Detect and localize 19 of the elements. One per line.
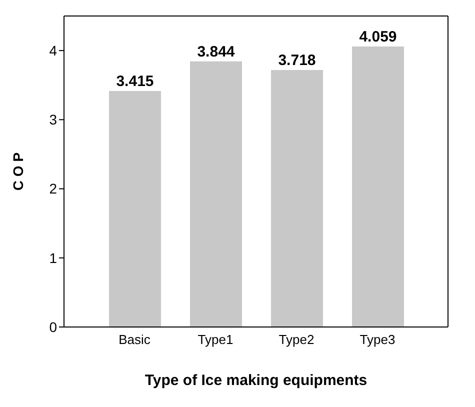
data-label: 3.844 bbox=[197, 43, 236, 60]
bar bbox=[271, 70, 323, 327]
y-tick-label: 3 bbox=[49, 112, 58, 128]
x-tick-label: Type2 bbox=[278, 332, 314, 348]
x-tick-label: Basic bbox=[118, 332, 151, 348]
x-tick-label: Type1 bbox=[198, 332, 234, 348]
y-tick-label: 2 bbox=[49, 180, 58, 197]
y-tick-label: 0 bbox=[49, 318, 58, 335]
y-tick-label: 1 bbox=[49, 250, 58, 266]
y-axis-title: C O P bbox=[10, 152, 26, 191]
x-axis-title: Type of Ice making equipments bbox=[144, 372, 368, 389]
bar bbox=[352, 46, 404, 327]
data-label: 4.059 bbox=[359, 28, 397, 46]
bar bbox=[190, 61, 242, 327]
x-tick-label: Type3 bbox=[360, 332, 396, 348]
y-tick-label: 4 bbox=[49, 42, 58, 59]
data-label: 3.718 bbox=[278, 52, 316, 70]
data-label: 3.415 bbox=[116, 72, 154, 90]
bar bbox=[109, 90, 161, 327]
